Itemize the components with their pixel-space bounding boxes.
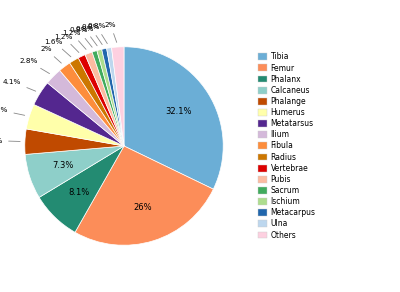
Wedge shape xyxy=(34,83,124,146)
Text: 32.1%: 32.1% xyxy=(165,107,192,116)
Text: 0.8%: 0.8% xyxy=(88,23,107,44)
Wedge shape xyxy=(124,47,223,189)
Text: 2%: 2% xyxy=(105,22,117,42)
Text: 4.1%: 4.1% xyxy=(3,79,36,91)
Text: 0.8%: 0.8% xyxy=(70,27,92,47)
Wedge shape xyxy=(102,48,124,146)
Wedge shape xyxy=(112,47,124,146)
Text: 26%: 26% xyxy=(134,203,152,212)
Wedge shape xyxy=(26,105,124,146)
Text: 7.3%: 7.3% xyxy=(52,161,73,171)
Text: 0.8%: 0.8% xyxy=(76,26,97,46)
Text: 2.8%: 2.8% xyxy=(19,58,50,74)
Wedge shape xyxy=(92,51,124,146)
Text: 2%: 2% xyxy=(40,46,61,63)
Wedge shape xyxy=(39,146,124,232)
Text: 1.2%: 1.2% xyxy=(62,30,86,49)
Text: 4.1%: 4.1% xyxy=(0,107,25,115)
Wedge shape xyxy=(107,48,124,146)
Wedge shape xyxy=(85,52,124,146)
Legend: Tibia, Femur, Phalanx, Calcaneus, Phalange, Humerus, Metatarsus, Ilium, Fibula, : Tibia, Femur, Phalanx, Calcaneus, Phalan… xyxy=(257,51,317,241)
Wedge shape xyxy=(78,55,124,146)
Wedge shape xyxy=(25,146,124,197)
Wedge shape xyxy=(70,58,124,146)
Wedge shape xyxy=(25,129,124,154)
Wedge shape xyxy=(97,49,124,146)
Wedge shape xyxy=(48,70,124,146)
Text: 8.1%: 8.1% xyxy=(68,188,90,197)
Text: 1.2%: 1.2% xyxy=(54,34,79,53)
Text: 1.6%: 1.6% xyxy=(44,39,71,57)
Wedge shape xyxy=(75,146,213,245)
Text: 0.8%: 0.8% xyxy=(82,25,102,45)
Text: 4.1%: 4.1% xyxy=(0,138,20,144)
Wedge shape xyxy=(60,63,124,146)
